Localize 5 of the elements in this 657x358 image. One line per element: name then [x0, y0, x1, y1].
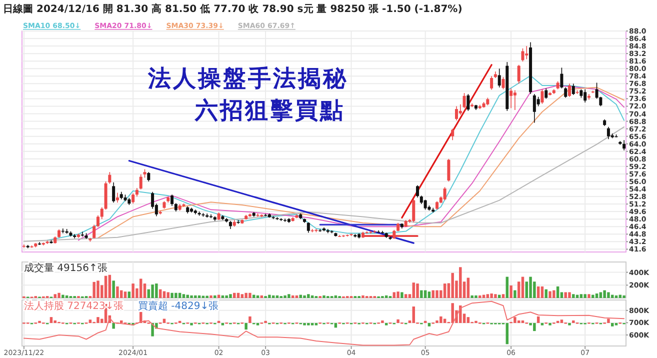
chart-title: 買賣超 -4829↓張	[138, 300, 219, 312]
annotation: 六招狙擊買點	[194, 97, 345, 124]
annotation: 法人操盤手法揭秘	[147, 65, 348, 92]
chart-title: 成交量 49156↑張	[24, 262, 108, 274]
chart-title: 日線圖 2024/12/16 開 81.30 高 81.50 低 77.70 收 78.90 s元 量 98250 張 -1.50 (-1.87%)	[3, 3, 462, 15]
